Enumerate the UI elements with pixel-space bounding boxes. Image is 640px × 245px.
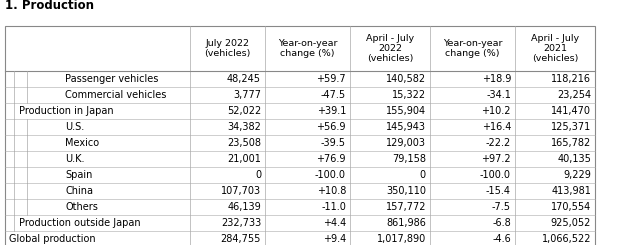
Text: 925,052: 925,052 — [550, 218, 591, 228]
Text: April - July
2022
(vehicles): April - July 2022 (vehicles) — [366, 34, 414, 63]
Text: 0: 0 — [255, 170, 261, 180]
Text: Passenger vehicles: Passenger vehicles — [65, 74, 158, 84]
Text: +10.8: +10.8 — [317, 186, 346, 196]
Text: -11.0: -11.0 — [321, 202, 346, 212]
Text: 141,470: 141,470 — [551, 106, 591, 116]
Text: +10.2: +10.2 — [481, 106, 511, 116]
Text: China: China — [65, 186, 93, 196]
Text: +76.9: +76.9 — [317, 154, 346, 164]
Text: 40,135: 40,135 — [557, 154, 591, 164]
Text: Year-on-year
change (%): Year-on-year change (%) — [443, 39, 502, 58]
Text: 3,777: 3,777 — [233, 90, 261, 100]
Text: 140,582: 140,582 — [386, 74, 426, 84]
Text: -100.0: -100.0 — [315, 170, 346, 180]
Text: 1,017,890: 1,017,890 — [377, 234, 426, 244]
Text: 0: 0 — [420, 170, 426, 180]
Text: +39.1: +39.1 — [317, 106, 346, 116]
Text: +59.7: +59.7 — [316, 74, 346, 84]
Text: 170,554: 170,554 — [551, 202, 591, 212]
Text: Production outside Japan: Production outside Japan — [19, 218, 141, 228]
Text: -6.8: -6.8 — [492, 218, 511, 228]
Text: 861,986: 861,986 — [386, 218, 426, 228]
Text: 413,981: 413,981 — [551, 186, 591, 196]
Text: Year-on-year
change (%): Year-on-year change (%) — [278, 39, 337, 58]
Text: +18.9: +18.9 — [482, 74, 511, 84]
Text: Global production: Global production — [9, 234, 95, 244]
Text: 145,943: 145,943 — [386, 122, 426, 132]
Text: April - July
2021
(vehicles): April - July 2021 (vehicles) — [531, 34, 579, 63]
Text: 23,508: 23,508 — [227, 138, 261, 148]
Text: -34.1: -34.1 — [486, 90, 511, 100]
Text: 52,022: 52,022 — [227, 106, 261, 116]
Text: -22.2: -22.2 — [486, 138, 511, 148]
Text: U.S.: U.S. — [65, 122, 84, 132]
Text: 125,371: 125,371 — [551, 122, 591, 132]
Text: 15,322: 15,322 — [392, 90, 426, 100]
Text: +9.4: +9.4 — [323, 234, 346, 244]
Text: -47.5: -47.5 — [321, 90, 346, 100]
Text: Others: Others — [65, 202, 98, 212]
Text: +97.2: +97.2 — [481, 154, 511, 164]
Text: -100.0: -100.0 — [480, 170, 511, 180]
Text: 48,245: 48,245 — [227, 74, 261, 84]
Text: 284,755: 284,755 — [221, 234, 261, 244]
Text: 165,782: 165,782 — [551, 138, 591, 148]
Text: 155,904: 155,904 — [386, 106, 426, 116]
Text: July 2022
(vehicles): July 2022 (vehicles) — [204, 39, 251, 58]
Text: 232,733: 232,733 — [221, 218, 261, 228]
Text: Spain: Spain — [65, 170, 92, 180]
Text: 157,772: 157,772 — [385, 202, 426, 212]
Text: Mexico: Mexico — [65, 138, 99, 148]
Text: U.K.: U.K. — [65, 154, 84, 164]
Text: -4.6: -4.6 — [492, 234, 511, 244]
Text: 107,703: 107,703 — [221, 186, 261, 196]
Text: 23,254: 23,254 — [557, 90, 591, 100]
Text: 1. Production: 1. Production — [5, 0, 94, 12]
Text: 34,382: 34,382 — [227, 122, 261, 132]
Text: 129,003: 129,003 — [386, 138, 426, 148]
Text: 9,229: 9,229 — [563, 170, 591, 180]
Text: +56.9: +56.9 — [317, 122, 346, 132]
Text: -39.5: -39.5 — [321, 138, 346, 148]
Text: Production in Japan: Production in Japan — [19, 106, 114, 116]
Text: 350,110: 350,110 — [386, 186, 426, 196]
Text: +4.4: +4.4 — [323, 218, 346, 228]
Text: 1,066,522: 1,066,522 — [541, 234, 591, 244]
Text: -15.4: -15.4 — [486, 186, 511, 196]
Text: Commercial vehicles: Commercial vehicles — [65, 90, 166, 100]
Text: 21,001: 21,001 — [227, 154, 261, 164]
Text: 79,158: 79,158 — [392, 154, 426, 164]
Text: 118,216: 118,216 — [551, 74, 591, 84]
Text: 46,139: 46,139 — [227, 202, 261, 212]
Text: +16.4: +16.4 — [482, 122, 511, 132]
Text: -7.5: -7.5 — [492, 202, 511, 212]
